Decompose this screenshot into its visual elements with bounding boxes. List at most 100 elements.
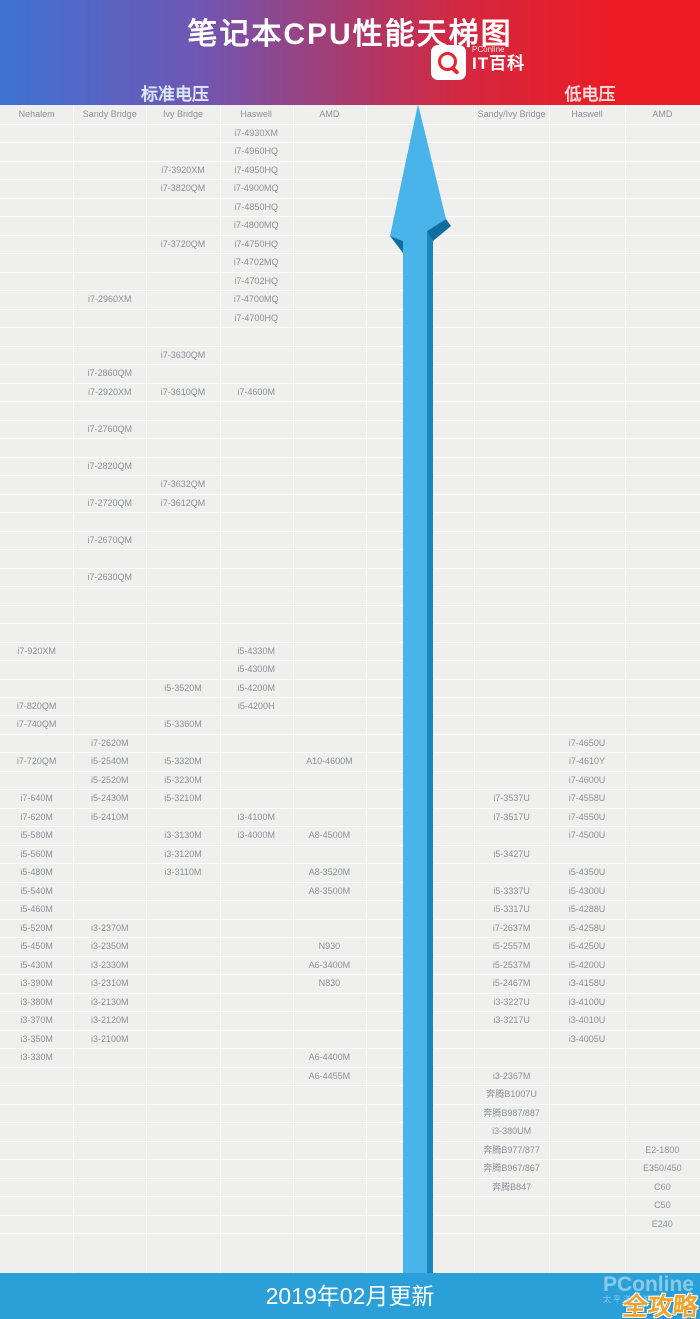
cpu-cell: i7-4702HQ	[234, 275, 278, 286]
cpu-cell: i5-3520M	[164, 682, 202, 693]
standard-voltage-label: 标准电压	[141, 85, 209, 104]
row-gridline	[0, 1159, 700, 1161]
cpu-cell: i5-4200H	[237, 700, 275, 711]
cpu-cell: i3-330M	[20, 1052, 53, 1063]
row-gridline	[0, 844, 700, 846]
row-gridline	[0, 789, 700, 791]
cpu-cell: i5-4288U	[568, 904, 606, 915]
row-gridline	[0, 733, 700, 735]
cpu-cell: i7-3920XM	[161, 164, 205, 175]
row-gridline	[0, 493, 700, 495]
column-gridline	[73, 105, 75, 1273]
row-gridline	[0, 253, 700, 255]
column-gridline	[366, 105, 367, 1273]
row-gridline	[0, 512, 700, 514]
cpu-cell: i3-380UM	[492, 1126, 532, 1137]
row-gridline	[0, 401, 700, 403]
cpu-cell: i3-4010U	[568, 1015, 606, 1026]
cpu-cell: i5-430M	[20, 959, 53, 970]
row-gridline	[0, 586, 700, 588]
cpu-cell: i3-2130M	[91, 996, 129, 1007]
cpu-cell: i3-3217U	[493, 1015, 530, 1026]
row-gridline	[0, 308, 700, 310]
cpu-cell: N830	[318, 978, 341, 989]
cpu-cell: i7-2920XM	[88, 386, 132, 397]
cpu-cell: A6-4400M	[308, 1052, 351, 1063]
cpu-cell: E240	[651, 1218, 673, 1229]
cpu-cell: i5-3360M	[164, 719, 202, 730]
footer-bar	[0, 1273, 700, 1319]
cpu-cell: i3-3120M	[164, 848, 202, 859]
cpu-cell: N930	[318, 941, 341, 952]
cpu-cell: E2-1800	[645, 1144, 680, 1155]
row-gridline	[0, 1048, 700, 1050]
cpu-cell: i3-4005U	[568, 1033, 606, 1044]
column-gridline	[474, 105, 475, 1273]
cpu-cell: i7-3632QM	[160, 479, 206, 490]
cpu-cell: i7-4558U	[568, 793, 606, 804]
row-gridline	[0, 345, 700, 347]
cpu-cell: i7-4610Y	[568, 756, 605, 767]
cpu-cell: i7-4650U	[568, 737, 606, 748]
cpu-cell: i7-4750HQ	[234, 238, 278, 249]
cpu-cell: i3-2350M	[91, 941, 129, 952]
magnifier-icon	[431, 45, 466, 80]
row-gridline	[0, 1066, 700, 1068]
cpu-cell: i7-4550U	[568, 811, 606, 822]
row-gridline	[0, 863, 700, 865]
cpu-cell: i3-2120M	[91, 1015, 129, 1026]
cpu-cell: i7-3612QM	[160, 497, 206, 508]
cpu-cell: i7-640M	[20, 793, 53, 804]
column-header-nehalem: Nehalem	[18, 109, 55, 119]
cpu-cell: i5-4200M	[237, 682, 275, 693]
cpu-cell: i5-2520M	[91, 774, 129, 785]
row-gridline	[0, 438, 700, 440]
cpu-cell: i5-450M	[20, 941, 53, 952]
pconline-watermark: PConline 太平洋电脑网	[602, 1274, 694, 1304]
column-gridline	[292, 105, 294, 1273]
cpu-cell: i7-2620M	[91, 737, 129, 748]
row-gridline	[0, 770, 700, 772]
column-header-ivy-bridge: Ivy Bridge	[162, 109, 203, 119]
cpu-cell: i5-4200U	[568, 959, 606, 970]
cpu-cell: i5-3320M	[164, 756, 202, 767]
cpu-cell: C50	[654, 1200, 671, 1211]
row-gridline	[0, 937, 700, 939]
cpu-cell: i5-3337U	[493, 885, 530, 896]
cpu-cell: i7-3610QM	[160, 386, 206, 397]
row-gridline	[0, 567, 700, 569]
cpu-cell: i5-2537M	[492, 959, 531, 970]
cpu-cell: i7-820QM	[16, 700, 57, 711]
cpu-cell: A8-4500M	[308, 830, 351, 841]
row-gridline	[0, 530, 700, 532]
column-header-sandy-bridge: Sandy Bridge	[82, 109, 137, 119]
row-gridline	[0, 974, 700, 976]
cpu-cell: i7-4930XM	[234, 127, 278, 138]
cpu-cell: i7-2630QM	[87, 571, 133, 582]
row-gridline	[0, 641, 700, 643]
cpu-cell: i5-3427U	[493, 848, 530, 859]
cpu-cell: i5-2467M	[492, 978, 531, 989]
row-gridline	[0, 456, 700, 458]
cpu-cell: i3-350M	[20, 1033, 53, 1044]
cpu-cell: 奔腾B987/887	[483, 1107, 540, 1118]
cpu-cell: i5-2540M	[91, 756, 129, 767]
cpu-tier-table: Nehalem Sandy Bridge Ivy Bridge Haswell AMD i…	[0, 105, 700, 1273]
row-gridline	[0, 1140, 700, 1142]
row-gridline	[0, 160, 700, 162]
cpu-cell: i7-3820QM	[160, 183, 206, 194]
cpu-cell: i7-2860QM	[87, 368, 133, 379]
it-baike-logo: PConline IT百科	[431, 45, 525, 80]
row-gridline	[0, 382, 700, 384]
column-header-amd: AMD	[319, 109, 340, 119]
cpu-cell: i5-2410M	[91, 811, 129, 822]
low-voltage-label: 低电压	[564, 85, 616, 104]
pconline-watermark-sub: 太平洋电脑网	[602, 1295, 663, 1304]
cpu-cell: i3-380M	[20, 996, 53, 1007]
row-gridline	[0, 123, 700, 125]
column-header-sandy-ivy-bridge: Sandy/Ivy Bridge	[477, 109, 546, 119]
cpu-cell: i5-4300U	[568, 885, 606, 896]
page-title: 笔记本CPU性能天梯图	[187, 18, 513, 51]
column-gridline	[549, 105, 551, 1273]
row-gridline	[0, 1011, 700, 1013]
